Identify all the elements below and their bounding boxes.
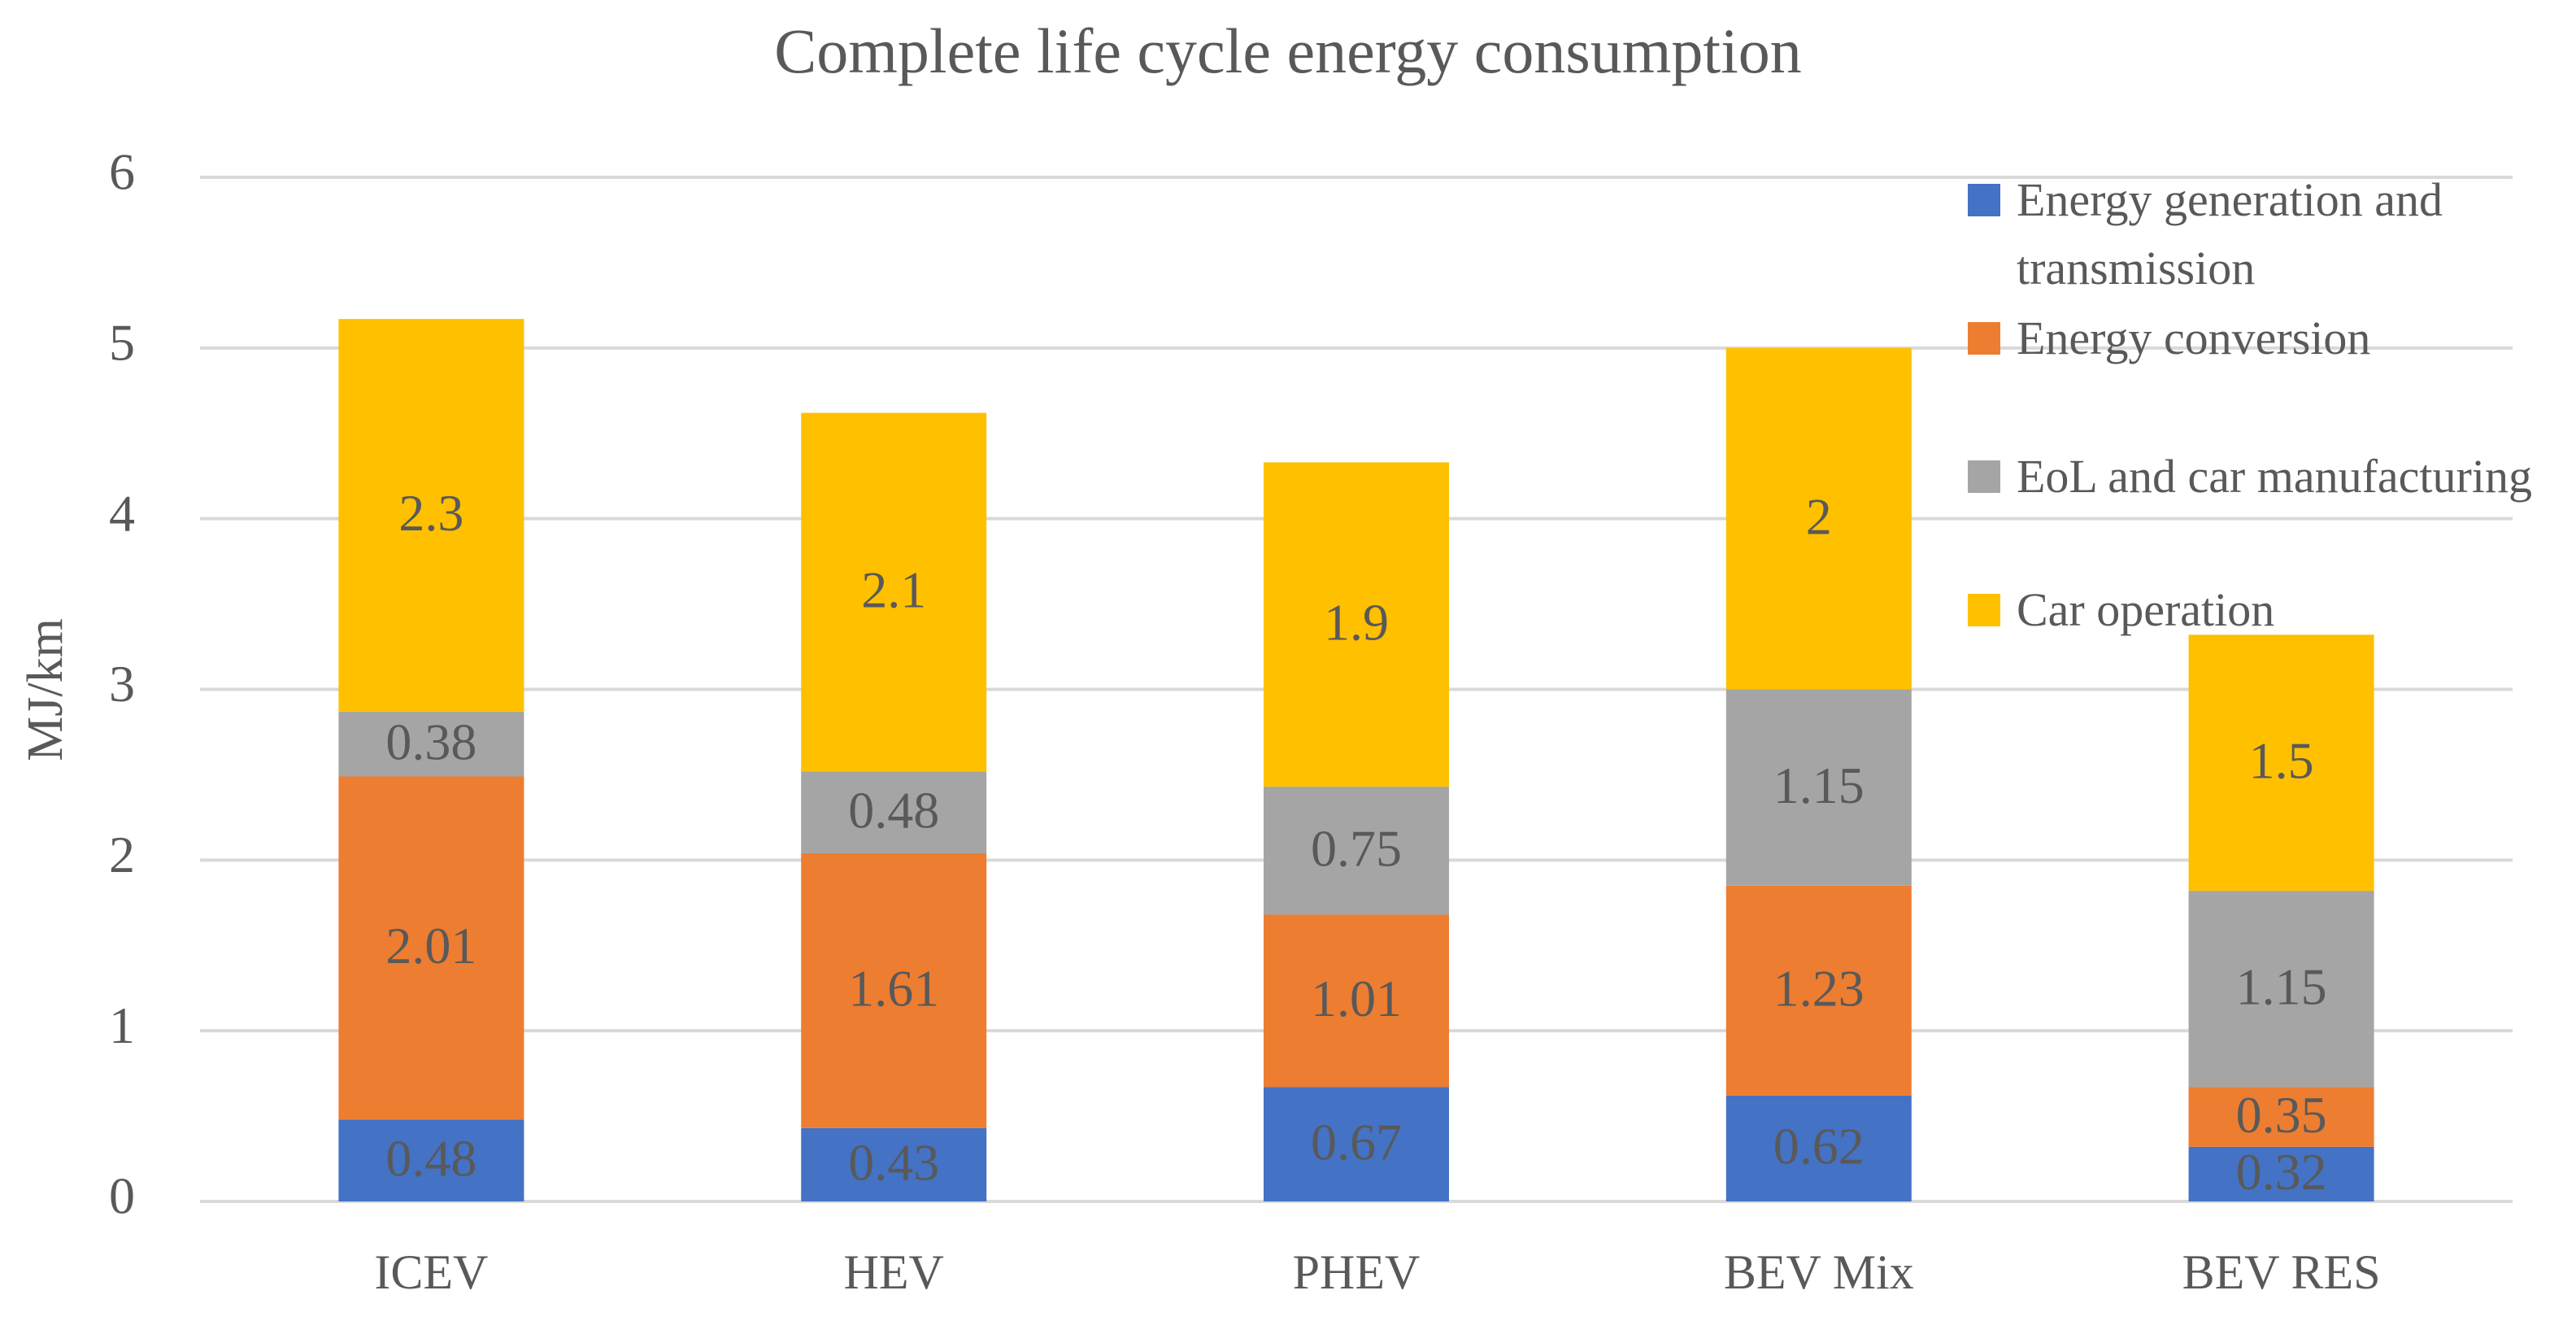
y-tick-label: 4 — [109, 484, 135, 542]
data-label: 2 — [1806, 487, 1832, 545]
x-tick-label: ICEV — [374, 1245, 488, 1299]
bar-segment — [1725, 885, 1912, 1096]
legend-label: Energy conversion — [2017, 312, 2371, 364]
data-label: 1.01 — [1311, 970, 1402, 1027]
bar-segment — [1725, 1095, 1912, 1201]
data-label: 2.3 — [398, 484, 463, 542]
bar-segment — [1264, 787, 1449, 915]
bar-segment — [801, 852, 987, 1128]
y-tick-label: 5 — [109, 314, 135, 372]
bar-segment — [2188, 891, 2374, 1088]
bar-segment — [1264, 462, 1449, 787]
bar-segment — [2188, 1146, 2374, 1201]
x-tick-label: BEV Mix — [1724, 1245, 1914, 1299]
data-label: 0.75 — [1311, 819, 1402, 877]
data-label: 2.01 — [385, 917, 476, 974]
data-label: 0.35 — [2236, 1086, 2327, 1144]
bar-segment — [1725, 689, 1912, 886]
y-tick-label: 1 — [109, 996, 135, 1054]
bar-segment — [1264, 914, 1449, 1088]
legend-label: Energy generation and transmission — [2017, 173, 2443, 294]
bar-segment — [801, 1127, 987, 1201]
data-label: 0.67 — [1311, 1113, 1402, 1171]
data-label: 2.1 — [861, 561, 926, 619]
y-axis-label: MJ/km — [18, 618, 73, 761]
y-tick-label: 3 — [109, 655, 135, 713]
data-label: 0.48 — [848, 781, 939, 839]
bar-segment — [338, 1119, 524, 1201]
bar-segment — [338, 711, 524, 777]
bar-segment — [1264, 1087, 1449, 1201]
y-tick-label: 2 — [109, 826, 135, 883]
bar-segment — [2188, 1087, 2374, 1147]
data-label: 0.48 — [385, 1129, 476, 1187]
bar-segment — [801, 412, 987, 772]
bar-segment — [338, 319, 524, 712]
data-label: 1.5 — [2249, 731, 2314, 789]
bar-segment — [2188, 634, 2374, 892]
chart-title: Complete life cycle energy consumption — [774, 15, 1802, 86]
data-label: 0.62 — [1773, 1118, 1865, 1175]
data-label: 1.15 — [2236, 957, 2327, 1015]
data-label: 1.23 — [1773, 960, 1865, 1018]
bar-segment — [801, 771, 987, 853]
data-label: 1.15 — [1773, 756, 1865, 814]
y-tick-label: 0 — [109, 1167, 135, 1225]
legend-swatch — [1968, 184, 2000, 216]
bar-segment — [338, 776, 524, 1120]
legend-label: EoL and car manufacturing — [2017, 450, 2532, 503]
legend-label: Car operation — [2017, 583, 2275, 636]
bar-segment — [1725, 347, 1912, 690]
data-label: 1.9 — [1324, 593, 1389, 651]
data-label: 1.61 — [848, 960, 939, 1018]
y-tick-label: 6 — [109, 143, 135, 201]
x-tick-label: HEV — [844, 1245, 944, 1299]
legend-swatch — [1968, 460, 2000, 493]
legend-swatch — [1968, 594, 2000, 626]
data-label: 0.32 — [2236, 1143, 2327, 1201]
data-label: 0.43 — [848, 1134, 939, 1192]
legend-swatch — [1968, 322, 2000, 355]
x-tick-label: PHEV — [1293, 1245, 1421, 1299]
data-label: 0.38 — [385, 713, 476, 770]
x-tick-label: BEV RES — [2182, 1245, 2381, 1299]
